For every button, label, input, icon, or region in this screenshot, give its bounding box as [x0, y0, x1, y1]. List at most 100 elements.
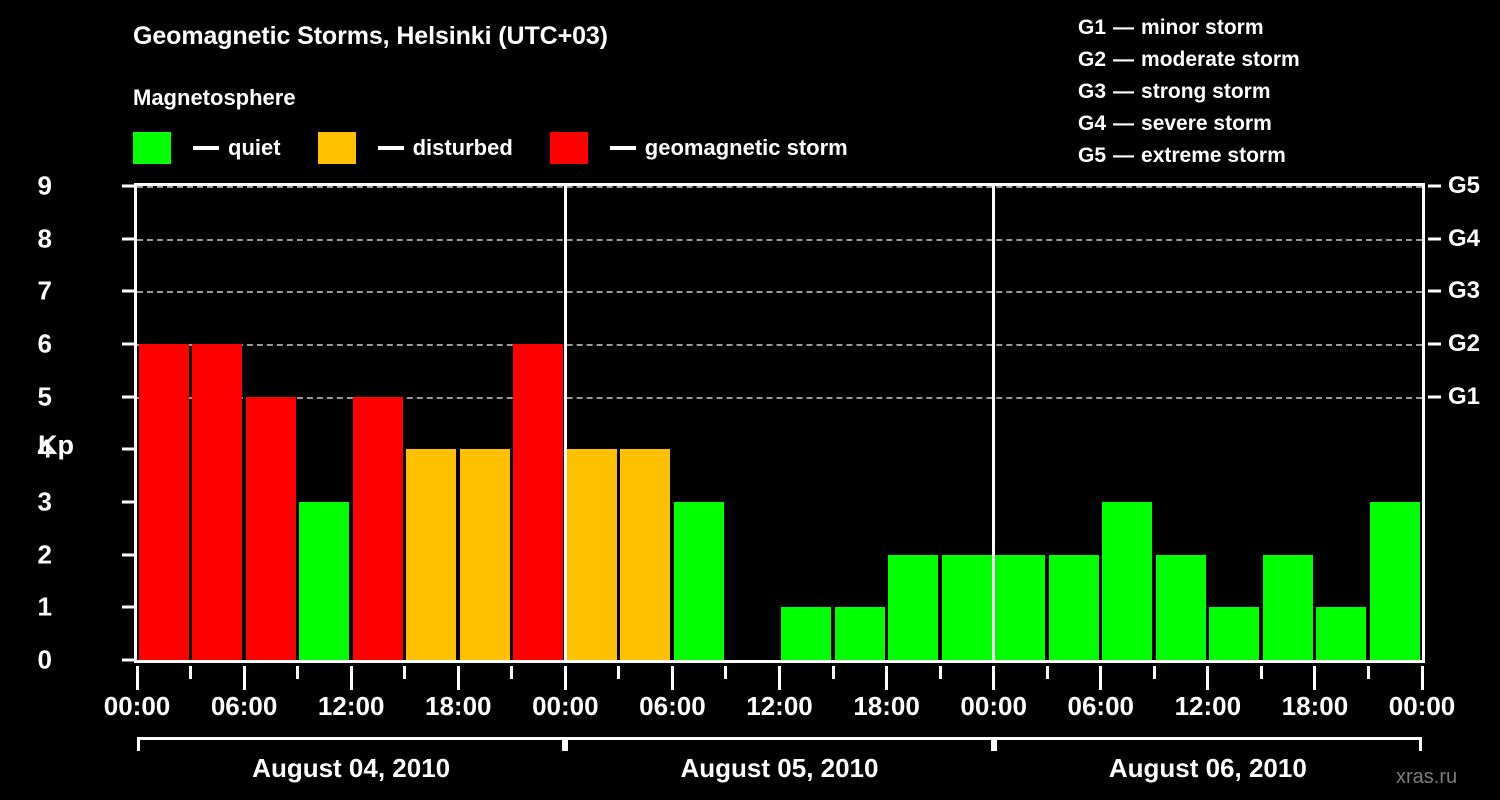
- x-tick-mark: [135, 666, 139, 690]
- x-tick-mark: [1206, 666, 1210, 690]
- legend-label: geomagnetic storm: [644, 135, 848, 160]
- x-tick-mark: [885, 666, 889, 690]
- gridline-kp-5: [137, 396, 1422, 399]
- gridline-kp-6: [137, 344, 1422, 346]
- bar: [995, 554, 1046, 660]
- date-label: August 04, 2010: [252, 753, 451, 783]
- bar: [1102, 502, 1153, 660]
- g-legend-code: G3: [1078, 80, 1107, 103]
- plot-inner: [137, 186, 1422, 660]
- x-tick-label: 06:00: [639, 691, 706, 721]
- x-tick-mark: [992, 666, 996, 690]
- page-title: Geomagnetic Storms, Helsinki (UTC+03): [133, 22, 608, 50]
- g-legend-separator: —: [1113, 48, 1135, 71]
- x-tick-label: 00:00: [960, 691, 1027, 721]
- x-tick-mark: [349, 666, 353, 690]
- x-tick-mark: [296, 666, 300, 679]
- x-tick-mark: [1313, 666, 1317, 690]
- gridline-kp-8: [137, 238, 1422, 241]
- y-tick-mark-3: [122, 500, 134, 504]
- x-tick-label: 00:00: [103, 691, 171, 721]
- day-separator: [563, 186, 567, 660]
- bar: [1369, 502, 1420, 660]
- bar: [513, 344, 564, 660]
- g-legend-description: extreme storm: [1141, 144, 1286, 167]
- x-tick-mark: [1366, 666, 1370, 679]
- x-tick-label: 06:00: [210, 691, 278, 721]
- bar: [834, 607, 885, 660]
- y-tick-mark-1: [122, 605, 134, 609]
- legend-dash-icon: [193, 146, 219, 150]
- g-tick-label-g5: G5: [1448, 172, 1481, 199]
- storm-swatch: [549, 132, 588, 164]
- g-legend-separator: —: [1113, 16, 1135, 39]
- y-axis-title: Kp: [38, 430, 74, 460]
- y-tick-mark-7: [122, 289, 134, 293]
- date-label: August 05, 2010: [680, 753, 879, 783]
- date-label: August 06, 2010: [1108, 753, 1307, 783]
- x-tick-mark: [1045, 666, 1049, 679]
- date-bracket: [565, 737, 994, 751]
- g-tick-mark-g5: [1428, 184, 1441, 188]
- bar: [888, 554, 939, 660]
- gridline-kp-9: [137, 186, 1422, 188]
- g-legend-separator: —: [1113, 144, 1135, 167]
- bar: [352, 396, 403, 660]
- color-legend: quiet disturbed geomagnetic storm: [133, 132, 848, 164]
- plot-area: [134, 183, 1425, 663]
- y-tick-mark-8: [122, 237, 134, 241]
- bar: [566, 449, 617, 660]
- x-tick-mark: [617, 666, 621, 679]
- g-legend-row-g1: G1 — minor storm: [1078, 12, 1300, 44]
- x-tick-label: 00:00: [1388, 691, 1456, 721]
- bar: [1316, 607, 1367, 660]
- date-bracket: [137, 737, 566, 751]
- date-bracket: [993, 737, 1422, 751]
- x-tick-mark: [938, 666, 942, 679]
- day-separator: [992, 186, 996, 660]
- x-tick-label: 06:00: [1067, 691, 1135, 721]
- legend-dash-icon: [609, 146, 636, 150]
- bars-layer: [137, 186, 1422, 660]
- x-tick-mark: [724, 666, 728, 679]
- g-legend-description: severe storm: [1141, 112, 1272, 135]
- g-tick-mark-g1: [1428, 395, 1441, 399]
- x-tick-mark: [510, 666, 514, 679]
- g-legend-separator: —: [1113, 80, 1135, 103]
- y-tick-label-2: 2: [37, 539, 52, 570]
- bar: [941, 554, 992, 660]
- g-legend-description: moderate storm: [1141, 48, 1300, 71]
- bar: [673, 502, 724, 660]
- g-legend-description: strong storm: [1141, 80, 1271, 103]
- x-tick-mark: [242, 666, 246, 690]
- g-tick-mark-g2: [1428, 342, 1441, 346]
- x-tick-mark: [670, 666, 674, 690]
- gridline-kp-7: [137, 291, 1422, 294]
- y-tick-label-8: 8: [37, 223, 52, 254]
- x-tick-mark: [1099, 666, 1103, 690]
- x-tick-mark: [831, 666, 835, 679]
- g-legend-code: G5: [1078, 144, 1107, 167]
- watermark: xras.ru: [1396, 766, 1458, 788]
- x-tick-mark: [778, 666, 781, 690]
- legend-label: disturbed: [412, 135, 513, 160]
- g-tick-label-g3: G3: [1448, 277, 1481, 305]
- x-tick-mark: [1420, 666, 1424, 690]
- x-tick-label: 18:00: [1281, 691, 1349, 721]
- y-tick-label-1: 1: [37, 591, 52, 622]
- g-legend-row-g2: G2 — moderate storm: [1078, 44, 1300, 76]
- g-tick-mark-g3: [1428, 289, 1441, 293]
- g-tick-mark-g4: [1428, 237, 1441, 241]
- g-legend-code: G2: [1078, 48, 1107, 71]
- bar: [1209, 607, 1260, 660]
- y-tick-label-3: 3: [37, 486, 52, 517]
- g-legend-row-g4: G4 — severe storm: [1078, 108, 1300, 140]
- bar: [620, 449, 671, 660]
- bar: [245, 396, 296, 660]
- y-tick-mark-2: [122, 553, 134, 557]
- x-tick-mark: [1152, 666, 1156, 679]
- legend-item-geomagnetic-storm: geomagnetic storm: [549, 132, 848, 164]
- x-tick-mark: [456, 666, 460, 690]
- legend-item-disturbed: disturbed: [317, 132, 513, 164]
